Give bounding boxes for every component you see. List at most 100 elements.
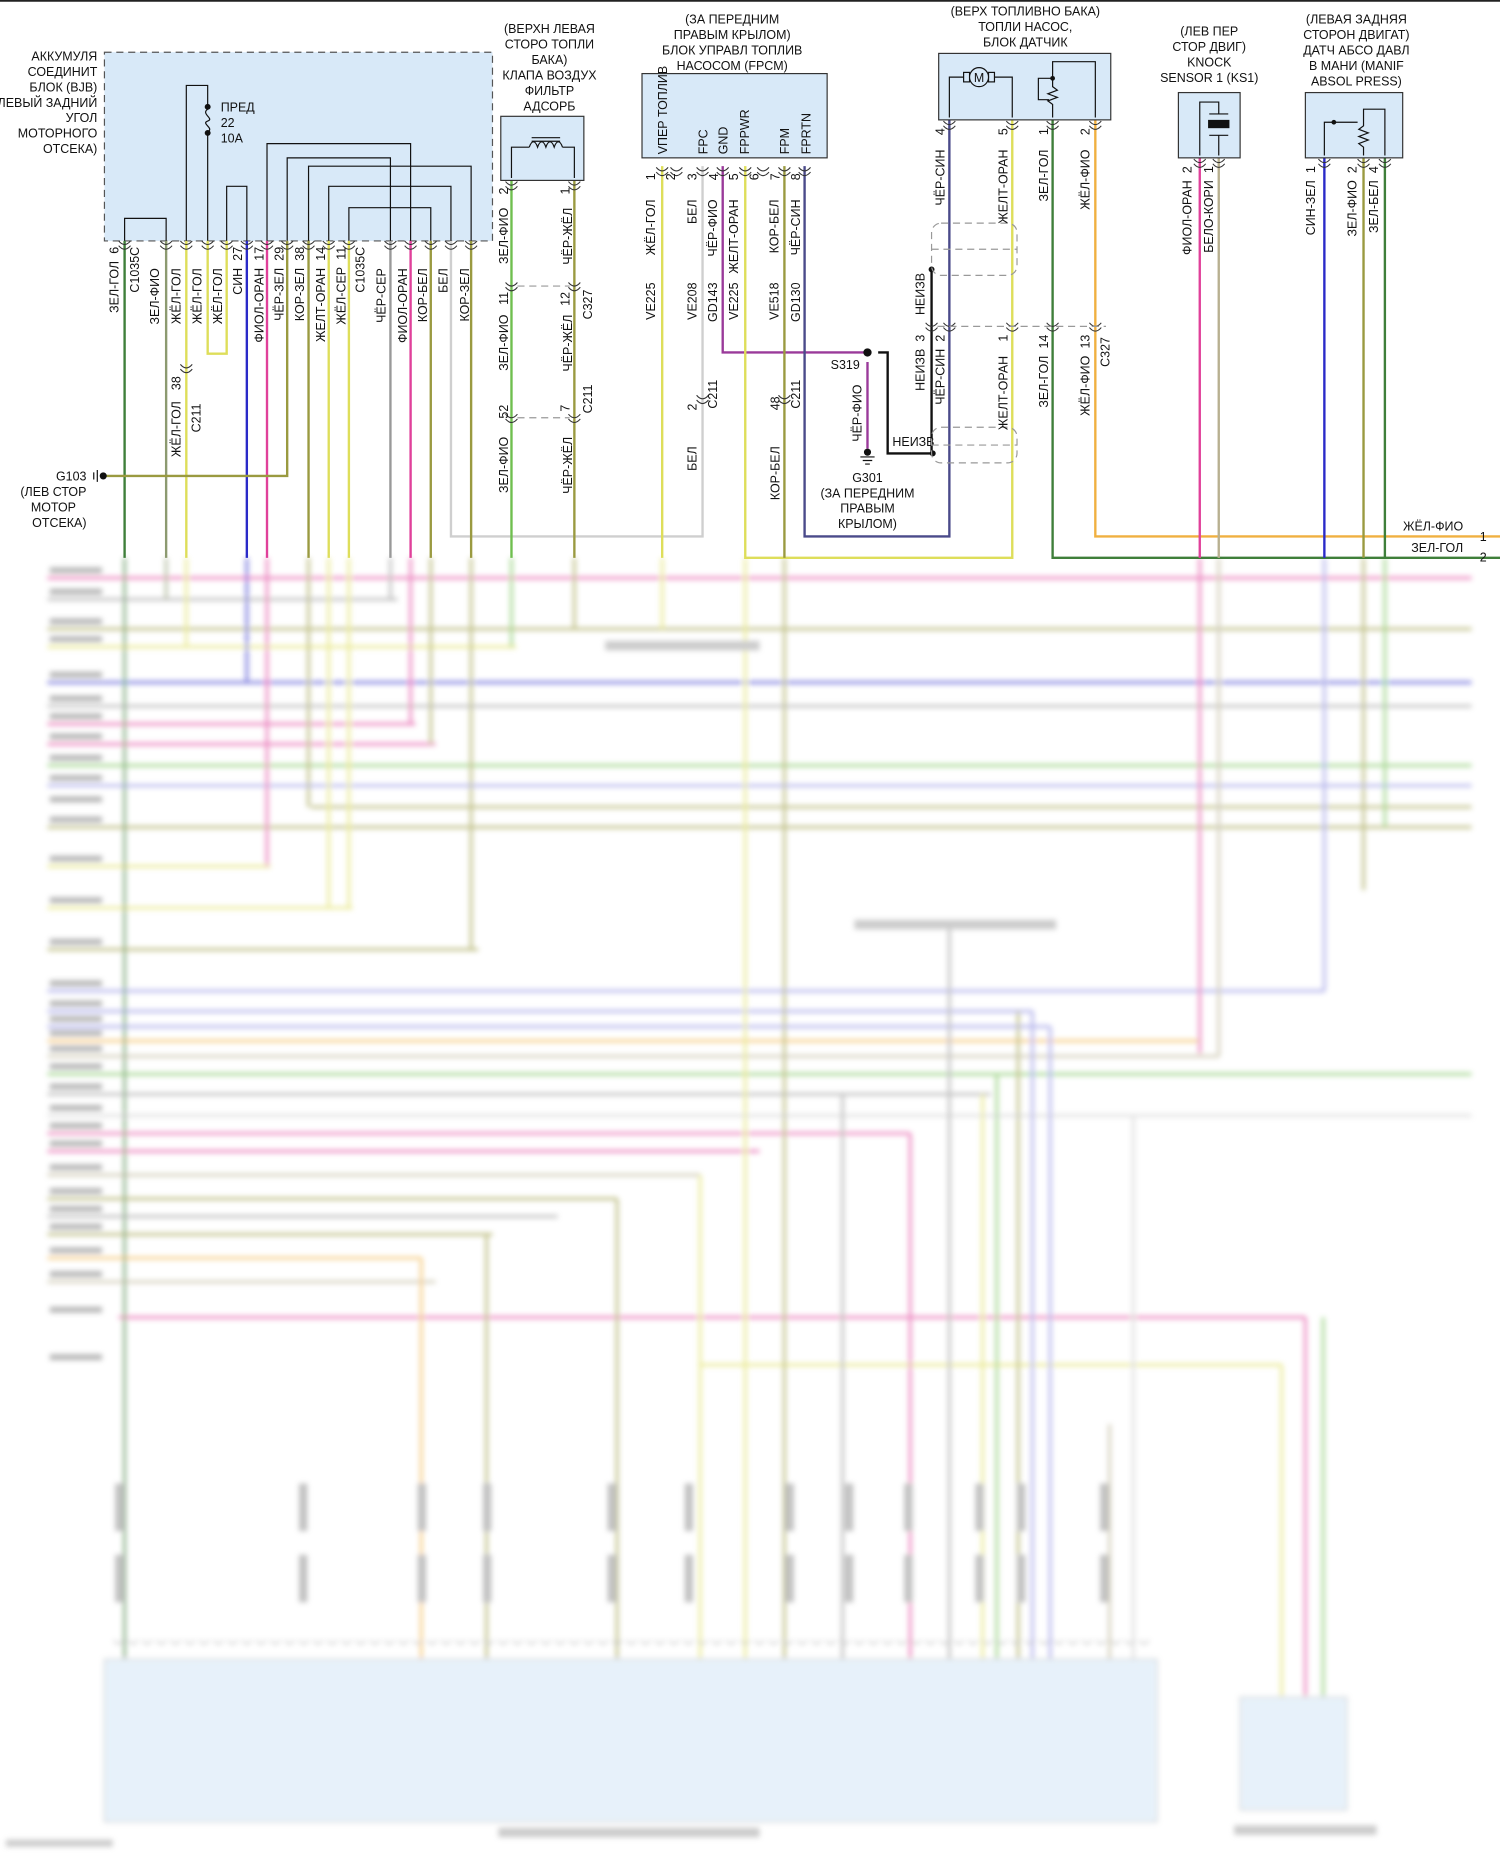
circuit-id: GD143 bbox=[706, 282, 720, 322]
illegible-label bbox=[607, 1554, 616, 1603]
connector-pin-icon bbox=[198, 1639, 210, 1645]
pin-number: 12 bbox=[559, 292, 573, 306]
wire-label: БЕЛ bbox=[686, 446, 700, 471]
illegible-label bbox=[49, 733, 103, 740]
illegible-label bbox=[49, 775, 103, 781]
connector-pin-icon bbox=[796, 1639, 808, 1645]
connector-pin-icon bbox=[170, 1639, 181, 1645]
pin-number: 48 bbox=[769, 396, 783, 410]
wire-label: ЗЕЛ-ГОЛ6 bbox=[108, 247, 122, 313]
illegible-label bbox=[49, 618, 103, 625]
wire-label: КОР-БЕЛ bbox=[767, 199, 781, 253]
illegible-label bbox=[684, 1554, 694, 1603]
wire-label: ЗЕЛ-ГОЛ bbox=[1037, 150, 1051, 202]
connector-pin-icon bbox=[683, 1639, 694, 1645]
connector-pin-icon bbox=[768, 1639, 779, 1645]
illegible-label bbox=[49, 695, 103, 702]
pcm-box bbox=[103, 1658, 1158, 1823]
connector-label: C1035C bbox=[353, 247, 367, 293]
illegible-label bbox=[49, 1015, 103, 1022]
pin-number: 52 bbox=[497, 405, 511, 419]
wire-label: ЖЕЛТ-ОРАН bbox=[997, 150, 1011, 224]
illegible-label bbox=[115, 1483, 124, 1532]
wire-label: ЖЕЛТ-ОРАН1 bbox=[997, 335, 1011, 430]
connector-pin-icon bbox=[341, 1639, 352, 1645]
bjb-title-line: БЛОК (BJB) bbox=[29, 80, 97, 94]
pin-name: FPPWR bbox=[738, 109, 752, 154]
illegible-label bbox=[49, 1223, 103, 1230]
connector-marks bbox=[118, 120, 1392, 424]
map-sensor: (ЛЕВАЯ ЗАДНЯЯ СТОРОН ДВИГАТ) ДАТЧ АБСО Д… bbox=[1303, 13, 1409, 237]
connector-pin-icon bbox=[398, 1639, 409, 1645]
connector-pin-icon bbox=[1357, 158, 1370, 168]
illegible-label bbox=[49, 1354, 103, 1361]
connector-pin-icon bbox=[483, 1639, 495, 1645]
connector-pin-icon bbox=[696, 166, 709, 177]
connector-pin-icon bbox=[939, 1639, 950, 1645]
connector-pin-icon bbox=[953, 1639, 965, 1645]
illegible-label bbox=[49, 1063, 103, 1070]
motor-label: M bbox=[974, 71, 984, 85]
connector-pin-icon bbox=[839, 1639, 851, 1645]
illegible-label bbox=[299, 1554, 308, 1603]
illegible-label bbox=[49, 1030, 103, 1037]
connector-pin-icon bbox=[1081, 1639, 1093, 1645]
connector-pin-icon bbox=[1138, 1639, 1150, 1645]
bjb-title: АККУМУЛЯ СОЕДИНИТ БЛОК (BJB) (ЛЕВЫЙ ЗАДН… bbox=[0, 50, 98, 157]
component-title: ДАТЧ АБСО ДАВЛ bbox=[1303, 44, 1409, 58]
connector-pin-icon bbox=[1110, 1639, 1121, 1645]
connector-pin-icon bbox=[179, 364, 193, 374]
connector-pin-icon bbox=[156, 1639, 167, 1645]
connector-pin-icon bbox=[497, 1639, 509, 1645]
wire-label: КОР-ЗЕЛ38 bbox=[293, 247, 307, 321]
component-title: ПРАВЫМ КРЫЛОМ) bbox=[674, 28, 791, 42]
connector-pin-icon bbox=[1212, 158, 1226, 168]
illegible-label bbox=[49, 1140, 103, 1147]
illegible-label bbox=[1234, 1825, 1377, 1835]
bjb-title-line: МОТОРНОГО bbox=[18, 127, 98, 141]
connector-pin-icon bbox=[583, 1639, 594, 1645]
wire-label: ЧЁР-ЗЕЛ29 bbox=[273, 247, 287, 321]
component-title: АДСОРБ bbox=[523, 99, 575, 113]
connector-pin-icon bbox=[384, 1639, 395, 1645]
connector-pin-icon bbox=[255, 1639, 267, 1645]
illegible-label bbox=[49, 897, 103, 904]
connector-pin-icon bbox=[782, 1639, 794, 1645]
circuit-id: GD130 bbox=[789, 282, 803, 322]
pin-number: 2 bbox=[497, 187, 511, 194]
illegible-label bbox=[49, 588, 103, 595]
connector-label: C211 bbox=[789, 380, 803, 409]
connector-pin-icon bbox=[943, 120, 956, 130]
canister-vent-valve: (ВЕРХН ЛЕВАЯ СТОРО ТОПЛИ БАКА) КЛАПА ВОЗ… bbox=[497, 22, 597, 494]
level-sensor-resistor-icon bbox=[1037, 61, 1096, 118]
wire-label: ЖЁЛ-ГОЛ bbox=[169, 268, 183, 324]
illegible-label bbox=[49, 713, 103, 720]
connector-label: C211 bbox=[581, 384, 595, 413]
illegible-label bbox=[1017, 1554, 1026, 1603]
connector-pin-icon bbox=[711, 1639, 723, 1645]
wire-label: КОР-БЕЛ bbox=[416, 268, 430, 322]
connector-pin-icon bbox=[925, 1639, 936, 1645]
pin-number: 1 bbox=[559, 187, 573, 194]
wire bbox=[449, 166, 704, 538]
pin-number: 5 bbox=[997, 128, 1011, 135]
component-title: СТОР ДВИГ) bbox=[1172, 40, 1246, 54]
wire-label: СИН-ЗЕЛ1 bbox=[1304, 166, 1318, 235]
illegible-label bbox=[904, 1483, 913, 1532]
pin-number: 5 bbox=[727, 173, 741, 180]
bjb-title-line: АККУМУЛЯ bbox=[31, 50, 97, 64]
component-box bbox=[1239, 1696, 1348, 1811]
connector-pin-icon bbox=[440, 1639, 452, 1645]
component-title: БЛОК ДАТЧИК bbox=[983, 35, 1068, 49]
pressure-sensor-icon bbox=[1323, 108, 1386, 156]
illegible-label bbox=[49, 1306, 103, 1313]
connector-pin-icon bbox=[756, 166, 770, 177]
component-title: (ЛЕВАЯ ЗАДНЯЯ bbox=[1306, 13, 1407, 27]
component-title: СТОРОН ДВИГАТ) bbox=[1303, 28, 1409, 42]
component-title: ТОПЛИ НАСОС, bbox=[978, 20, 1072, 34]
component-title: (ВЕРХН ЛЕВАЯ bbox=[504, 22, 595, 36]
component-box bbox=[641, 72, 828, 159]
wire-label: ЧЁР-СИН2 bbox=[934, 335, 948, 405]
